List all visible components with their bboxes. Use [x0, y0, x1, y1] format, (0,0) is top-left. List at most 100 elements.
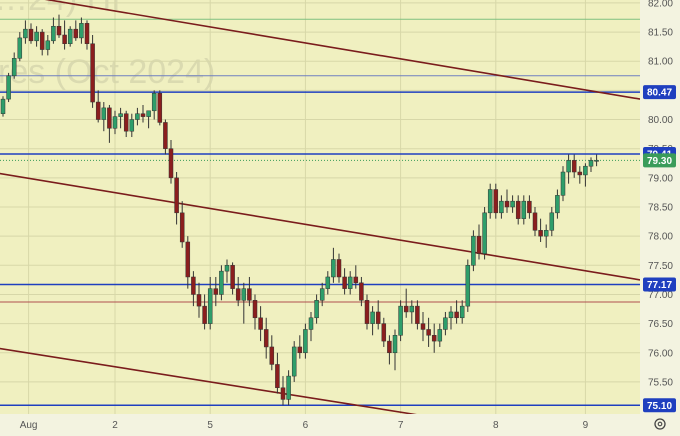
candle — [213, 276, 219, 307]
candle — [179, 201, 185, 248]
candle — [319, 282, 325, 307]
candle-body — [370, 311, 375, 324]
candle — [426, 317, 431, 347]
candle-body — [331, 259, 336, 278]
candle-body — [381, 323, 387, 342]
candle — [571, 154, 577, 178]
candle-body — [521, 200, 527, 219]
candle-body — [454, 311, 459, 319]
candle — [140, 104, 146, 123]
candle-body — [303, 329, 308, 354]
candle-body — [235, 288, 241, 301]
candle-body — [179, 212, 185, 243]
candle-body — [560, 171, 566, 196]
candle — [443, 311, 448, 336]
candle — [487, 183, 493, 219]
candle — [196, 282, 202, 318]
candle — [17, 32, 23, 62]
price-tick-label: 77.50 — [648, 261, 673, 272]
candle-body — [577, 171, 583, 176]
candle — [370, 306, 375, 336]
time-axis[interactable] — [0, 414, 640, 436]
candle-body — [51, 25, 56, 42]
candle-body — [213, 288, 219, 295]
candle-body — [297, 346, 303, 354]
candle — [79, 17, 84, 44]
candle — [6, 72, 11, 103]
gear-icon[interactable] — [654, 418, 666, 430]
candle — [129, 113, 135, 138]
candle-body — [62, 34, 67, 44]
candle — [56, 14, 62, 38]
candle — [314, 294, 319, 324]
watermark-line-1: …24) HI — [0, 0, 121, 18]
candle-body — [387, 340, 392, 354]
candle-body — [359, 282, 364, 301]
candle — [353, 265, 359, 289]
candle — [202, 294, 207, 330]
candle-body — [420, 323, 426, 330]
gear-icon-hub — [657, 421, 663, 427]
candle-body — [415, 305, 420, 324]
candle — [347, 271, 353, 295]
candle-body — [90, 43, 95, 103]
candle-body — [107, 107, 112, 129]
price-axis[interactable] — [640, 0, 680, 436]
price-tick-label: 81.00 — [648, 57, 673, 68]
candle — [280, 376, 286, 406]
trend-channels — [0, 0, 676, 417]
candle-body — [403, 305, 409, 313]
candle — [543, 224, 549, 248]
candle — [398, 300, 403, 342]
level-badge-text: 80.47 — [647, 88, 672, 99]
candle — [0, 96, 6, 117]
candle — [135, 107, 140, 126]
candle-body — [336, 259, 342, 278]
candle-body — [499, 200, 504, 214]
candle-body — [123, 113, 129, 132]
candle — [521, 195, 527, 225]
candle — [359, 276, 364, 307]
level-badge — [643, 85, 676, 100]
candle — [28, 23, 34, 44]
time-tick-label: 8 — [493, 420, 499, 431]
time-tick-label: Aug — [20, 420, 38, 431]
candle-body — [448, 311, 454, 319]
candle — [45, 34, 51, 56]
candle — [51, 17, 56, 44]
candle-body — [79, 23, 84, 39]
candle — [263, 317, 269, 359]
candle — [387, 335, 392, 365]
candle — [482, 207, 487, 260]
candle-body — [493, 189, 499, 214]
candle-body — [118, 113, 123, 117]
time-tick-label: 7 — [398, 420, 404, 431]
watermark-line-2: res (Oct 2024) — [0, 53, 215, 91]
settings-button[interactable] — [654, 418, 666, 430]
candle-body — [555, 195, 560, 214]
candle — [515, 195, 521, 225]
candle — [11, 52, 17, 79]
candle — [331, 247, 336, 283]
candle — [62, 20, 67, 50]
candle-body — [219, 270, 224, 295]
level-badge — [643, 277, 676, 292]
candle-body — [549, 212, 555, 231]
candle — [207, 276, 213, 330]
candle-body — [146, 110, 151, 117]
candle — [555, 189, 560, 219]
price-tick-label: 75.50 — [648, 377, 673, 388]
candle-body — [437, 329, 443, 342]
time-tick-label: 2 — [112, 420, 118, 431]
candle — [437, 323, 443, 347]
candle-body — [325, 276, 331, 289]
candle-body — [0, 98, 6, 114]
candle-body — [594, 160, 599, 162]
candle — [101, 102, 107, 132]
candle — [459, 300, 465, 324]
candle — [403, 288, 409, 318]
candle-body — [241, 288, 247, 301]
candle — [375, 300, 381, 330]
